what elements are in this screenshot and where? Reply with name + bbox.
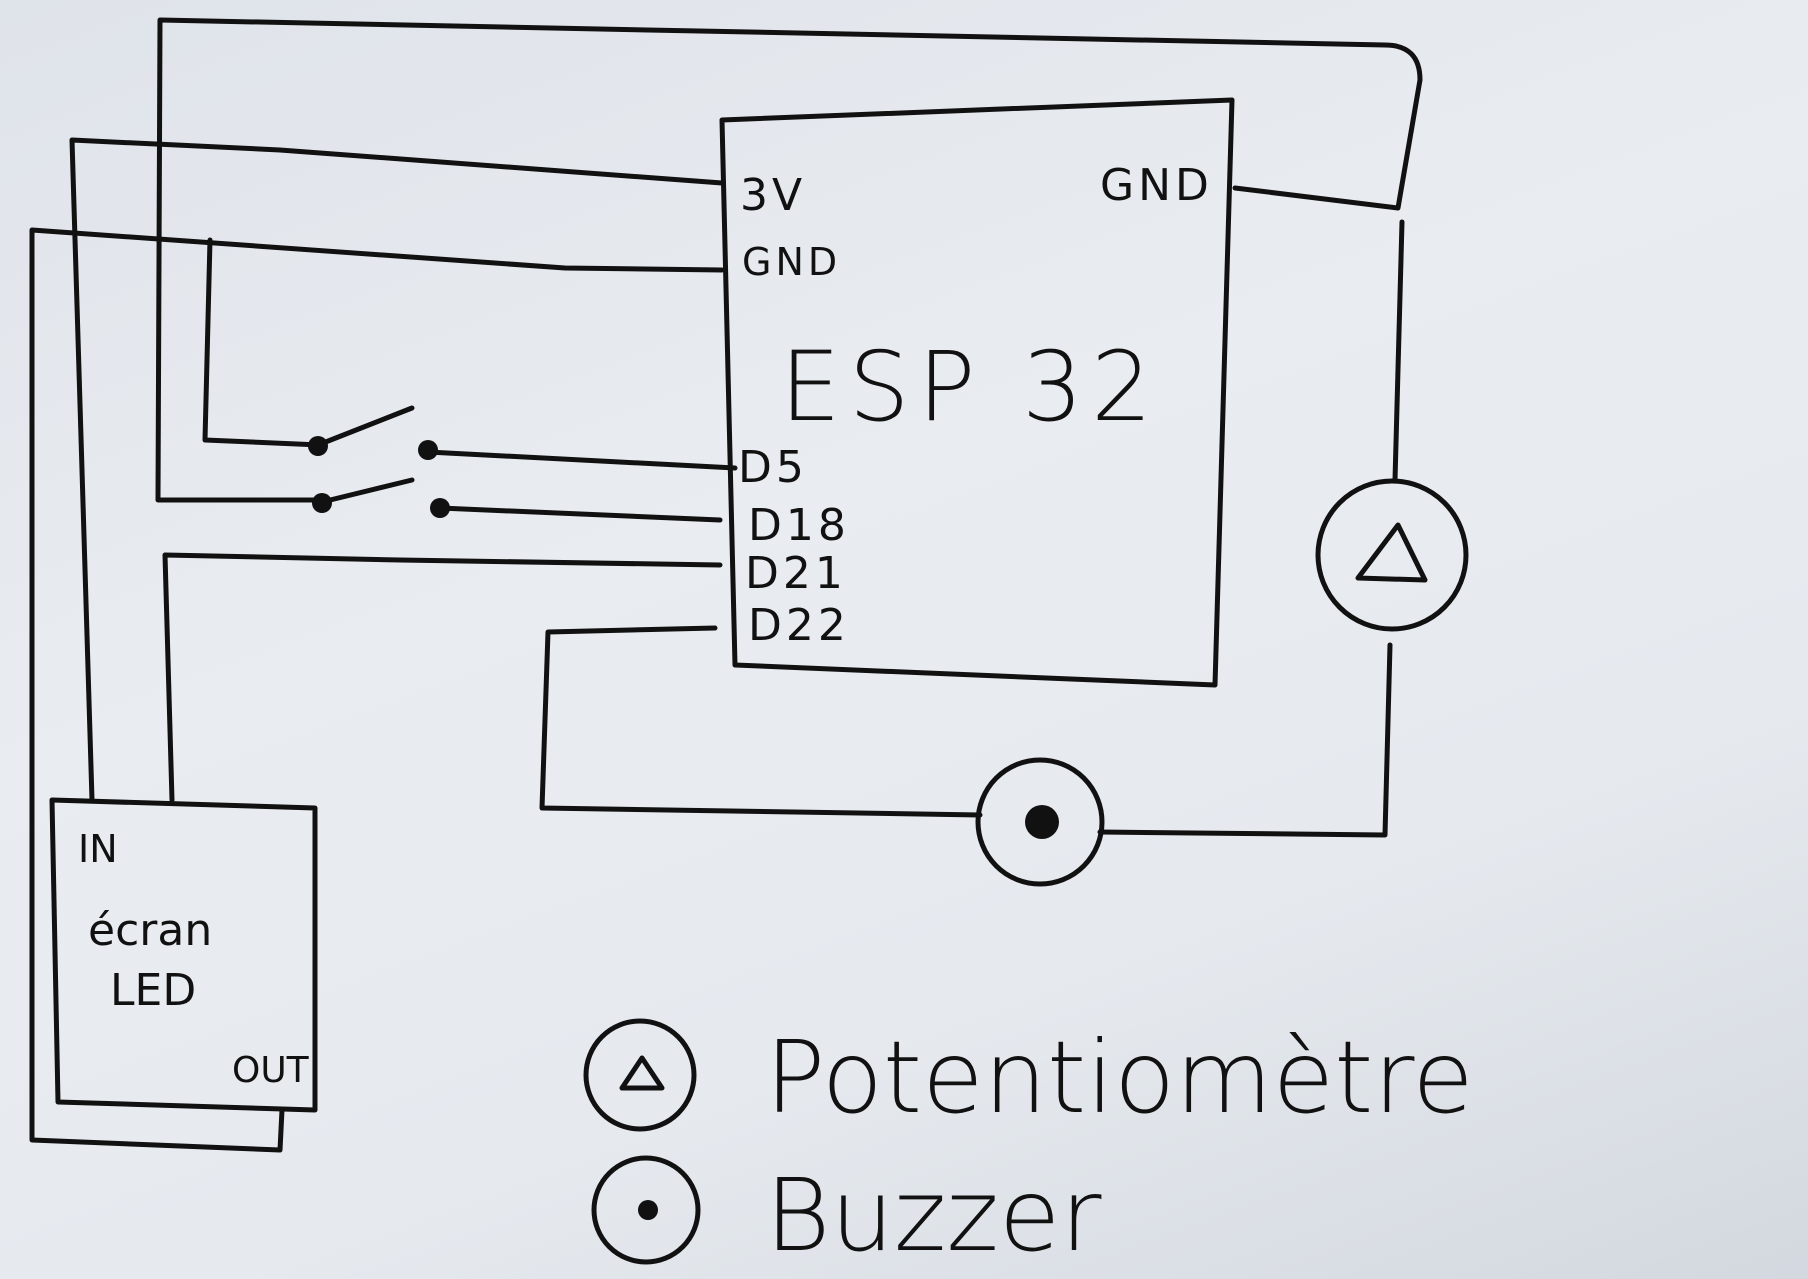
led-screen-out-label: OUT [232,1050,310,1091]
led-screen-module [49,797,318,1113]
pin-label-d18: D18 [748,500,850,551]
pin-label-d21: D21 [745,548,847,599]
esp32-board [719,97,1235,688]
wire-gnd-left [29,227,725,1153]
led-screen-name-line2: LED [110,965,196,1016]
legend-potentiometer-label: Potentiomètre [765,1019,1474,1136]
led-screen-in-label: IN [78,827,118,871]
wire-top-loop [155,17,1423,503]
wire-switch1-lever [315,405,415,448]
wire-switch2-lever [319,477,415,505]
wire-gnd-right-pot [1392,219,1405,483]
wire-gnd-switch-branch [202,237,323,448]
legend-potentiometer-symbol [583,1018,697,1132]
pin-label-3v: 3V [740,170,806,221]
buzzer-symbol [975,757,1105,887]
potentiometer-triangle-icon [1355,522,1428,583]
led-screen-name-line1: écran [88,905,212,956]
pin-label-d22: D22 [748,600,850,651]
wire-d22 [539,625,983,818]
potentiometer-symbol [1315,478,1469,632]
pin-label-d5: D5 [738,442,808,493]
pin-label-gnd-left: GND [742,240,841,284]
legend-triangle-icon [619,1055,665,1091]
legend-buzzer-label: Buzzer [765,1157,1102,1274]
pin-label-gnd-right: GND [1100,160,1213,211]
wire-3v-led-in [69,137,725,803]
switch1-contact-a [308,436,328,456]
esp32-title: ESP 32 [780,331,1160,443]
buzzer-dot-icon [1025,805,1059,839]
wire-d5 [425,449,738,471]
legend-buzzer-symbol [591,1155,701,1265]
wire-d21 [162,552,723,803]
wire-buzzer-right [1097,642,1393,838]
wire-d18 [437,505,723,523]
switch2-contact-a [312,493,332,513]
legend-dot-icon [638,1200,658,1220]
